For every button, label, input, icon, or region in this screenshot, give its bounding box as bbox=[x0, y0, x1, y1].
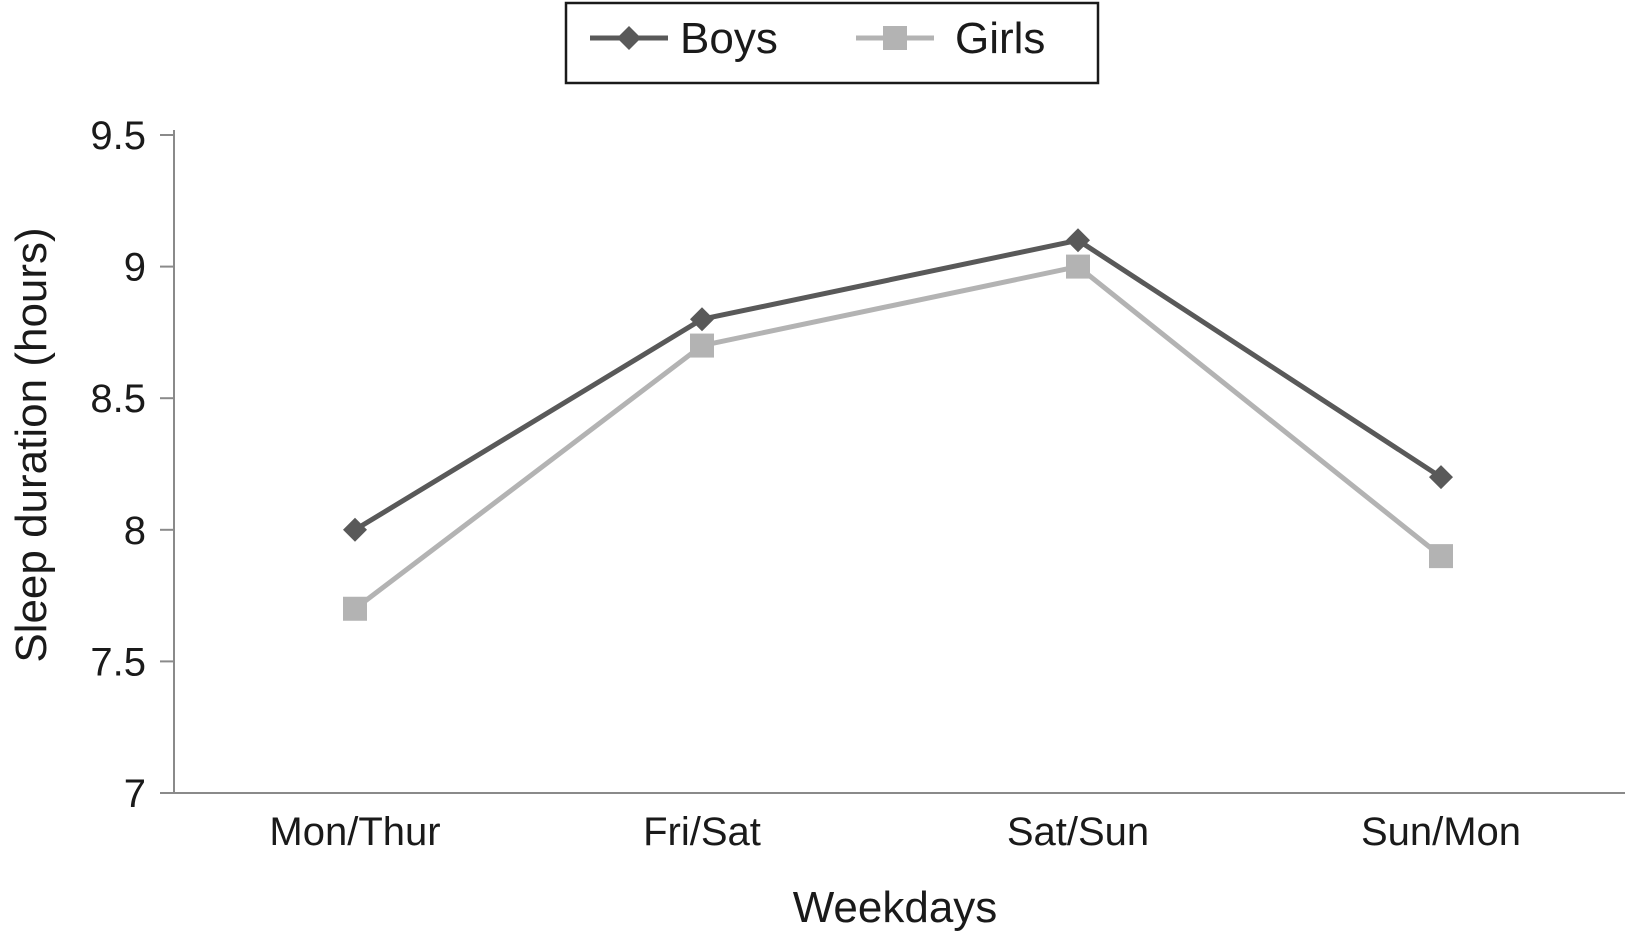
x-axis-title: Weekdays bbox=[793, 883, 998, 932]
data-point-girls bbox=[1066, 254, 1090, 279]
x-ticks: Mon/Thur Fri/Sat Sat/Sun Sun/Mon bbox=[269, 810, 1521, 854]
legend-marker-girls-icon bbox=[883, 26, 907, 50]
x-tick-label: Sat/Sun bbox=[1007, 810, 1149, 854]
x-tick-label: Mon/Thur bbox=[269, 810, 440, 854]
legend-label-boys: Boys bbox=[680, 14, 778, 63]
y-tick-label: 9.5 bbox=[90, 114, 146, 158]
series-markers bbox=[343, 228, 1453, 621]
legend-item-boys: Boys bbox=[590, 14, 778, 63]
series-line-girls bbox=[353, 264, 1443, 611]
data-point-boys bbox=[690, 307, 714, 332]
x-tick-label: Fri/Sat bbox=[643, 810, 761, 854]
series-line-boys bbox=[353, 237, 1443, 532]
legend: Boys Girls bbox=[564, 1, 1100, 85]
legend-marker-boys-icon bbox=[617, 26, 641, 50]
data-point-boys bbox=[1429, 465, 1453, 490]
y-tick-label: 8.5 bbox=[90, 377, 146, 421]
legend-item-girls: Girls bbox=[856, 14, 1045, 63]
y-tick-label: 9 bbox=[124, 246, 146, 290]
data-point-girls bbox=[690, 333, 714, 358]
y-tick-label: 8 bbox=[124, 509, 146, 553]
y-axis-title: Sleep duration (hours) bbox=[7, 227, 56, 662]
series-lines bbox=[353, 237, 1443, 611]
y-ticks: 7 7.5 8 8.5 9 9.5 bbox=[90, 114, 174, 816]
data-point-girls bbox=[1429, 544, 1453, 569]
y-tick-label: 7 bbox=[124, 772, 146, 816]
legend-label-girls: Girls bbox=[955, 14, 1045, 63]
data-point-girls bbox=[343, 596, 367, 621]
x-tick-label: Sun/Mon bbox=[1361, 810, 1521, 854]
data-point-boys bbox=[1066, 228, 1090, 253]
legend-box bbox=[564, 1, 1100, 85]
y-tick-label: 7.5 bbox=[90, 640, 146, 684]
data-point-boys bbox=[343, 517, 367, 542]
